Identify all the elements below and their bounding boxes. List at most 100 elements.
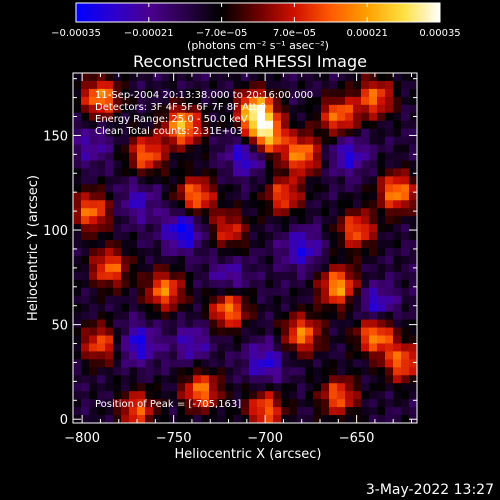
heatmap-cell xyxy=(345,144,354,153)
heatmap-cell xyxy=(281,240,290,249)
heatmap-cell xyxy=(193,391,202,400)
heatmap-cell xyxy=(241,104,250,114)
heatmap-cell xyxy=(169,295,178,305)
heatmap-cell xyxy=(329,96,338,106)
heatmap-cell xyxy=(241,240,250,249)
heatmap-cell xyxy=(113,303,122,313)
heatmap-cell xyxy=(337,96,346,106)
heatmap-cell xyxy=(385,407,394,416)
heatmap-cell xyxy=(281,279,290,289)
heatmap-cell xyxy=(369,287,378,297)
heatmap-cell xyxy=(217,415,226,423)
heatmap-cell xyxy=(169,224,178,233)
heatmap-cell xyxy=(393,248,402,257)
heatmap-cell xyxy=(249,192,258,201)
heatmap-cell xyxy=(385,224,394,233)
heatmap-cell xyxy=(377,367,386,376)
heatmap-cell xyxy=(129,73,138,82)
heatmap-cell xyxy=(385,216,394,225)
heatmap-cell xyxy=(169,335,178,344)
heatmap-cell xyxy=(313,80,322,90)
heatmap-cell xyxy=(361,168,370,177)
heatmap-cell xyxy=(97,343,106,352)
heatmap-cell xyxy=(377,391,386,400)
heatmap-cell xyxy=(377,343,386,352)
heatmap-cell xyxy=(81,399,90,408)
heatmap-cell xyxy=(305,240,314,249)
heatmap-cell xyxy=(289,240,298,249)
heatmap-cell xyxy=(145,232,154,241)
heatmap-cell xyxy=(353,208,362,217)
heatmap-cell xyxy=(305,359,314,368)
heatmap-cell xyxy=(129,144,138,153)
heatmap-cell xyxy=(241,224,250,233)
heatmap-cell xyxy=(209,152,218,161)
heatmap-cell xyxy=(209,192,218,201)
heatmap-cell xyxy=(265,271,274,281)
heatmap-cell xyxy=(73,216,82,225)
heatmap-cell xyxy=(265,160,274,169)
heatmap-cell xyxy=(137,279,146,289)
heatmap-cell xyxy=(97,232,106,241)
heatmap-cell xyxy=(105,192,114,201)
heatmap-cell xyxy=(113,104,122,114)
heatmap-cell xyxy=(313,375,322,384)
heatmap-cell xyxy=(81,407,90,416)
heatmap-cell xyxy=(129,120,138,130)
heatmap-cell xyxy=(185,263,194,273)
heatmap-cell xyxy=(209,391,218,400)
heatmap-cell xyxy=(73,407,82,416)
heatmap-cell xyxy=(89,208,98,217)
heatmap-cell xyxy=(273,279,282,289)
heatmap-cell xyxy=(305,168,314,177)
heatmap-cell xyxy=(321,359,330,368)
heatmap-cell xyxy=(169,184,178,193)
heatmap-cell xyxy=(337,184,346,193)
heatmap-cell xyxy=(289,327,298,336)
heatmap-cell xyxy=(97,279,106,289)
heatmap-cell xyxy=(169,80,178,90)
heatmap-cell xyxy=(393,335,402,344)
heatmap-cell xyxy=(193,327,202,336)
heatmap-cell xyxy=(121,263,130,273)
heatmap-cell xyxy=(137,335,146,344)
heatmap-cell xyxy=(249,279,258,289)
heatmap-cell xyxy=(209,128,218,138)
heatmap-cell xyxy=(345,248,354,257)
heatmap-cell xyxy=(313,232,322,241)
heatmap-cell xyxy=(297,287,306,297)
heatmap-cell xyxy=(201,232,210,241)
heatmap-cell xyxy=(305,319,314,328)
heatmap-cell xyxy=(401,311,410,320)
heatmap-cell xyxy=(193,287,202,297)
heatmap-cell xyxy=(113,96,122,106)
heatmap-cell xyxy=(233,351,242,360)
heatmap-cell xyxy=(353,295,362,305)
heatmap-cell xyxy=(329,295,338,305)
heatmap-cell xyxy=(409,192,417,201)
heatmap-cell xyxy=(209,367,218,376)
heatmap-cell xyxy=(241,112,250,122)
heatmap-cell xyxy=(137,311,146,320)
heatmap-cell xyxy=(273,343,282,352)
heatmap-cell xyxy=(273,271,282,281)
heatmap-cell xyxy=(249,200,258,209)
heatmap-cell xyxy=(377,168,386,177)
heatmap-cell xyxy=(353,144,362,153)
heatmap-cell xyxy=(233,200,242,209)
heatmap-cell xyxy=(233,120,242,130)
heatmap-cell xyxy=(321,415,330,423)
heatmap-cell xyxy=(129,232,138,241)
heatmap-cell xyxy=(121,248,130,257)
heatmap-cell xyxy=(137,303,146,313)
heatmap-cell xyxy=(281,144,290,153)
heatmap-cell xyxy=(113,263,122,273)
heatmap-cell xyxy=(393,208,402,217)
heatmap-cell xyxy=(89,351,98,360)
heatmap-cell xyxy=(409,295,417,305)
heatmap-cell xyxy=(409,335,417,344)
heatmap-cell xyxy=(185,176,194,185)
heatmap-cell xyxy=(225,415,234,423)
heatmap-cell xyxy=(329,327,338,336)
heatmap-cell xyxy=(185,391,194,400)
